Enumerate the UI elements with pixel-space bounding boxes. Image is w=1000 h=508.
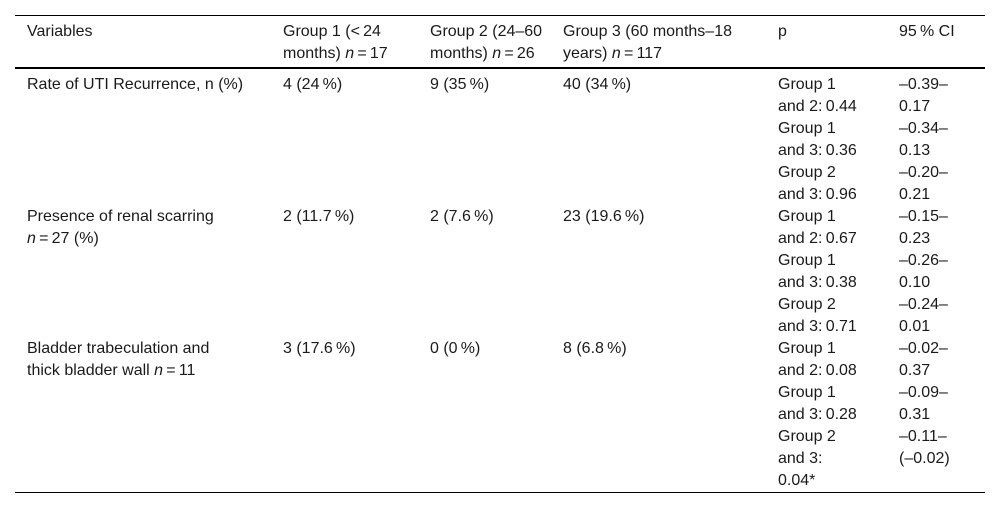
- variable-label-line2: thick bladder wall: [27, 362, 155, 379]
- variable-n-symbol: n: [154, 362, 164, 379]
- cell-group1-value: 2 (11.7 %): [283, 208, 355, 225]
- group3-header-line1: Group 3 (60 months–18: [563, 23, 732, 40]
- table-header-row: Variables Group 1 (< 24 months) n = 17 G…: [15, 16, 985, 68]
- cell-ci-values: –0.39– 0.17 –0.34– 0.13 –0.20– 0.21: [899, 76, 948, 203]
- group3-header-line2: years): [563, 45, 612, 62]
- variable-n-count: = 11: [163, 362, 196, 379]
- variable-label: Rate of UTI Recurrence, n (%): [27, 76, 244, 93]
- group3-n-count: = 117: [620, 45, 663, 62]
- group2-n-count: = 26: [501, 45, 535, 62]
- cell-group3-value: 23 (19.6 %): [563, 208, 645, 225]
- group1-n-count: = 17: [354, 45, 388, 62]
- cell-ci-values: –0.02– 0.37 –0.09– 0.31 –0.11– (–0.02): [899, 340, 950, 467]
- comparison-table: Variables Group 1 (< 24 months) n = 17 G…: [15, 16, 985, 492]
- table-row-renal-scarring: Presence of renal scarring n = 27 (%) 2 …: [15, 206, 985, 338]
- cell-group2-value: 2 (7.6 %): [430, 208, 494, 225]
- cell-group3-value: 40 (34 %): [563, 76, 632, 93]
- cell-ci-values: –0.15– 0.23 –0.26– 0.10 –0.24– 0.01: [899, 208, 948, 335]
- table-row-uti-recurrence: Rate of UTI Recurrence, n (%) 4 (24 %) 9…: [15, 68, 985, 206]
- cell-group2-value: 0 (0 %): [430, 340, 481, 357]
- group1-header-line1: Group 1 (< 24: [283, 23, 381, 40]
- header-cell-ci: 95 % CI: [899, 16, 985, 68]
- group1-header-line2: months): [283, 45, 346, 62]
- cell-group3-value: 8 (6.8 %): [563, 340, 627, 357]
- cell-p-values: Group 1 and 2: 0.67 Group 1 and 3: 0.38 …: [778, 208, 857, 335]
- variable-n-count: = 27 (%): [35, 230, 99, 247]
- cell-variable: Rate of UTI Recurrence, n (%): [15, 68, 283, 206]
- header-cell-variables: Variables: [15, 16, 283, 68]
- header-cell-group1: Group 1 (< 24 months) n = 17: [283, 16, 430, 68]
- variable-label-line1: Bladder trabeculation and: [27, 340, 210, 357]
- cell-p-values: Group 1 and 2: 0.44 Group 1 and 3: 0.36 …: [778, 76, 857, 203]
- cell-variable: Bladder trabeculation and thick bladder …: [15, 338, 283, 492]
- group2-header-line1: Group 2 (24–60: [430, 23, 543, 40]
- ci-header-label: 95 % CI: [899, 23, 955, 40]
- cell-group2-value: 9 (35 %): [430, 76, 490, 93]
- cell-p-values: Group 1 and 2: 0.08 Group 1 and 3: 0.28 …: [778, 340, 857, 489]
- group2-n-symbol: n: [492, 45, 502, 62]
- p-header-label: p: [778, 23, 787, 40]
- header-cell-group3: Group 3 (60 months–18 years) n = 117: [563, 16, 778, 68]
- results-table: Variables Group 1 (< 24 months) n = 17 G…: [15, 15, 985, 493]
- group2-header-line2: months): [430, 45, 493, 62]
- variable-label-line1: Presence of renal scarring: [27, 208, 214, 225]
- cell-group1-value: 3 (17.6 %): [283, 340, 356, 357]
- header-cell-p: p: [778, 16, 899, 68]
- group1-n-symbol: n: [345, 45, 355, 62]
- header-cell-group2: Group 2 (24–60 months) n = 26: [430, 16, 563, 68]
- cell-variable: Presence of renal scarring n = 27 (%): [15, 206, 283, 338]
- table-row-bladder-trabeculation: Bladder trabeculation and thick bladder …: [15, 338, 985, 492]
- group3-n-symbol: n: [611, 45, 621, 62]
- cell-group1-value: 4 (24 %): [283, 76, 343, 93]
- variables-header-label: Variables: [27, 23, 93, 40]
- variable-n-symbol: n: [27, 230, 36, 247]
